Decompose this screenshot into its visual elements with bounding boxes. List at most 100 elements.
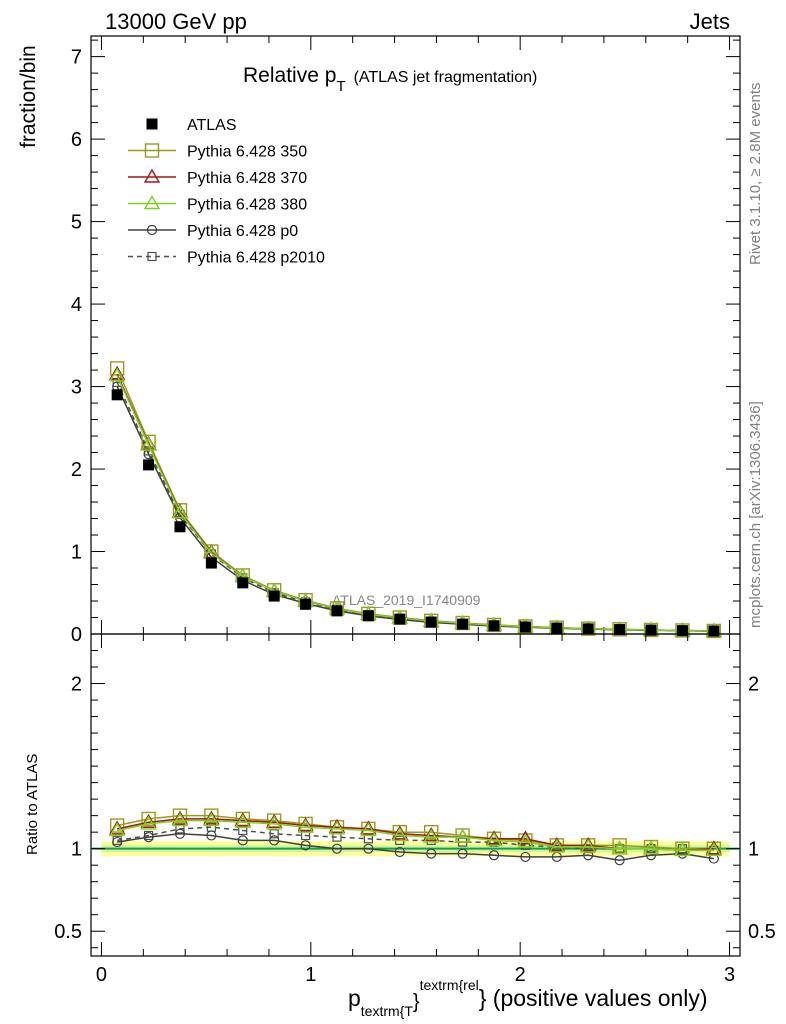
x-axis-label: ptextrm{T}textrm{rel} (positive values o… xyxy=(348,977,708,1019)
x-label-sub: textrm{T xyxy=(361,1003,414,1019)
ratio-ticks xyxy=(91,634,740,956)
ratio-point xyxy=(426,848,437,859)
ratio-y-tick-label: 1 xyxy=(71,839,82,861)
ratio-y-tick-label-right: 0.5 xyxy=(748,921,776,943)
main-y-tick-label: 1 xyxy=(71,542,82,564)
main-y-tick-label: 4 xyxy=(71,294,82,316)
ratio-point xyxy=(300,830,311,841)
ratio-point xyxy=(612,838,627,853)
legend-label: Pythia 6.428 p0 xyxy=(187,223,298,240)
ratio-point xyxy=(174,828,186,839)
ratio-point xyxy=(234,812,252,827)
x-tick-label: 2 xyxy=(515,964,526,986)
ratio-point xyxy=(328,820,346,835)
main-point xyxy=(614,624,626,636)
legend-item: Pythia 6.428 370 xyxy=(128,168,307,187)
main-panel: 0 1 2 3 4 5 6 7 fraction/bin ATLAS_2019_I174090… xyxy=(17,35,741,646)
ratio-series xyxy=(108,812,723,857)
process-label: Jets xyxy=(690,9,730,34)
ratio-point xyxy=(112,836,123,848)
ratio-point xyxy=(328,818,346,833)
main-point xyxy=(108,365,126,380)
main-y-tick-label: 6 xyxy=(71,129,82,151)
ratio-point xyxy=(297,817,314,832)
mcplots-label: mcplots.cern.ch [arXiv:1306.3436] xyxy=(747,401,764,628)
legend-item: Pythia 6.428 p2010 xyxy=(128,250,325,267)
x-label-rest: } (positive values only) xyxy=(479,985,708,1011)
legend-label: Pythia 6.428 p2010 xyxy=(187,250,325,267)
ratio-point xyxy=(143,832,154,843)
ratio-point xyxy=(297,818,314,833)
legend-marker xyxy=(144,143,160,158)
ratio-point xyxy=(579,838,597,853)
ratio-point xyxy=(424,824,439,840)
ratio-point xyxy=(175,824,185,834)
ratio-line xyxy=(117,833,714,861)
x-tick-label: 0 xyxy=(96,964,107,986)
legend-marker xyxy=(147,251,157,262)
ratio-point xyxy=(269,829,279,839)
legend-label: Pythia 6.428 380 xyxy=(187,197,307,214)
legend-label: ATLAS xyxy=(187,117,237,134)
main-ticks xyxy=(91,36,740,635)
ratio-y-tick-labels-right: 0.5 1 2 xyxy=(748,674,776,944)
ratio-y-tick-labels-left: 0.5 1 2 xyxy=(54,674,82,944)
main-point xyxy=(331,605,343,617)
ratio-point xyxy=(206,830,217,841)
legend-item: ATLAS xyxy=(146,117,237,134)
ratio-point xyxy=(204,808,219,823)
main-y-tick-label: 3 xyxy=(71,377,82,399)
legend-marker xyxy=(146,118,158,130)
x-tick-label: 1 xyxy=(305,964,316,986)
main-y-tick-label: 2 xyxy=(71,459,82,481)
ratio-y-tick-label: 0.5 xyxy=(54,921,82,943)
x-label-brace: } xyxy=(413,991,420,1013)
main-point xyxy=(676,625,688,637)
ratio-point xyxy=(141,811,156,827)
ratio-y-axis-label: Ratio to ATLAS xyxy=(24,754,41,855)
ratio-line xyxy=(117,814,714,850)
main-point xyxy=(488,620,500,632)
main-point xyxy=(519,621,531,633)
x-tick-labels: 0 1 2 3 xyxy=(96,964,735,986)
ratio-point xyxy=(109,818,125,833)
ratio-point xyxy=(265,813,283,828)
main-point xyxy=(362,610,374,622)
legend-label: Pythia 6.428 350 xyxy=(187,144,307,161)
legend-marker xyxy=(143,195,161,210)
ratio-point xyxy=(171,810,189,825)
ratio-point xyxy=(140,815,157,830)
x-label-p: p xyxy=(348,985,361,1011)
legend-item: Pythia 6.428 380 xyxy=(128,195,307,214)
main-point xyxy=(300,598,312,610)
ratio-point xyxy=(674,841,691,857)
main-series xyxy=(108,361,723,639)
main-point xyxy=(425,616,437,628)
title-main: Relative p xyxy=(243,64,336,87)
ratio-point xyxy=(457,848,468,859)
legend-item: Pythia 6.428 350 xyxy=(128,143,307,161)
main-point xyxy=(394,613,406,625)
ratio-point xyxy=(331,843,343,854)
ratio-point xyxy=(485,832,503,847)
legend-marker xyxy=(143,168,161,183)
main-point xyxy=(268,590,280,602)
ratio-point xyxy=(517,830,534,845)
ratio-point xyxy=(234,813,252,828)
title-sub: T xyxy=(336,78,345,95)
ratio-point xyxy=(363,843,374,854)
ratio-point xyxy=(360,820,377,835)
ratio-point xyxy=(705,841,723,857)
main-point xyxy=(111,389,123,401)
ratio-point xyxy=(237,835,248,846)
ratio-point xyxy=(485,830,503,845)
ratio-point xyxy=(454,828,471,843)
main-point xyxy=(171,504,189,519)
ratio-point xyxy=(300,840,311,851)
rivet-label: Rivet 3.1.10, ≥ 2.8M events xyxy=(747,83,764,266)
main-y-tick-labels: 0 1 2 3 4 5 6 7 xyxy=(71,47,82,646)
legend: ATLAS Pythia 6.428 350 Pythia 6.428 370 Pyt… xyxy=(128,117,325,267)
main-y-tick-label: 0 xyxy=(71,624,82,646)
ratio-point xyxy=(614,855,625,866)
